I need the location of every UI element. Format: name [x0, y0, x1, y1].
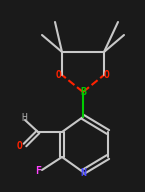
- Text: N: N: [80, 168, 86, 178]
- Text: O: O: [17, 141, 23, 151]
- Text: O: O: [56, 70, 62, 80]
- Text: B: B: [80, 87, 86, 97]
- Text: F: F: [35, 166, 41, 176]
- Text: O: O: [104, 70, 110, 80]
- Text: H: H: [21, 113, 27, 123]
